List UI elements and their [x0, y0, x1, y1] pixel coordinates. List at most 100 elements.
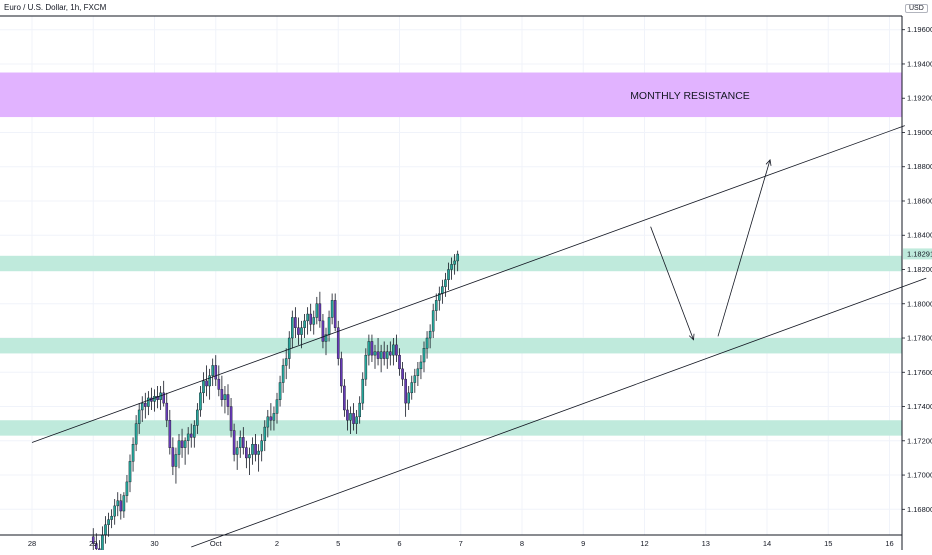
candle-body — [174, 454, 178, 467]
y-tick-label: 1.19400 — [907, 59, 932, 68]
candle-body — [248, 454, 251, 459]
candle-body — [401, 368, 404, 380]
candle-body — [235, 447, 239, 455]
candle-body — [116, 500, 120, 507]
x-tick-label: 14 — [763, 539, 771, 548]
x-tick-label: Oct — [210, 539, 223, 548]
x-tick-label: 12 — [640, 539, 648, 548]
candle-body — [254, 444, 257, 455]
candle-body — [189, 433, 193, 438]
candle-body — [450, 264, 453, 270]
candle-body — [382, 351, 386, 359]
candle-body — [297, 327, 300, 335]
candle-body — [431, 310, 435, 332]
candle-body — [137, 409, 141, 424]
candle-body — [392, 344, 395, 356]
candle-body — [361, 378, 365, 404]
candle-body — [202, 380, 205, 394]
candle-body — [438, 293, 441, 301]
candle-body — [162, 392, 165, 404]
candle-body — [291, 317, 294, 339]
chart-title: Euro / U.S. Dollar, 1h, FXCM — [4, 3, 107, 12]
arrow-line-1 — [717, 159, 771, 337]
zones: MONTHLY RESISTANCE — [0, 72, 902, 436]
candle-body — [385, 351, 389, 359]
currency-badge[interactable]: USD — [905, 4, 928, 13]
x-tick-label: 28 — [28, 539, 36, 548]
candle-body — [238, 437, 242, 448]
candle-body — [434, 300, 438, 311]
candle-body — [101, 534, 104, 555]
axes: 1.19600 1.19400 1.19200 1.19000 1.18800 1.186… — [0, 15, 932, 550]
y-tick-label: 1.17800 — [907, 334, 932, 343]
candle-body — [232, 430, 236, 455]
y-tick-label: 1.17600 — [907, 368, 932, 377]
candle-body — [144, 402, 147, 407]
candle-body — [186, 433, 190, 441]
candle-body — [318, 303, 322, 322]
x-tick-label: 9 — [581, 539, 585, 548]
candle-body — [312, 317, 316, 325]
candle-body — [245, 447, 248, 459]
candle-body — [208, 375, 211, 387]
candle-body — [168, 420, 172, 448]
candle-body — [407, 392, 410, 404]
candles — [91, 250, 459, 555]
candle-body — [364, 354, 368, 380]
zone-rect-3 — [0, 420, 902, 436]
candle-body — [284, 358, 288, 366]
x-tick-label: 6 — [397, 539, 401, 548]
channel-line-lower — [191, 277, 927, 548]
candle-body — [358, 402, 361, 418]
candle-body — [315, 303, 319, 318]
candle-body — [242, 437, 245, 448]
candle-body — [125, 481, 129, 496]
zone-rect-0 — [0, 72, 902, 118]
zone-label-0: MONTHLY RESISTANCE — [630, 90, 750, 102]
candle-body — [340, 358, 343, 387]
candle-body — [343, 385, 346, 411]
candle-body — [444, 279, 447, 287]
drawings — [31, 125, 927, 548]
y-tick-label: 1.18200 — [907, 265, 932, 274]
candle-body — [398, 354, 401, 370]
candle-body — [153, 396, 156, 402]
last-price-label: 1.18291 — [907, 249, 932, 258]
candle-body — [171, 447, 175, 467]
y-tick-label: 1.19600 — [907, 25, 932, 34]
candle-body — [260, 440, 263, 452]
candle-body — [229, 406, 233, 431]
y-tick-label: 1.16800 — [907, 505, 932, 514]
candle-body — [456, 253, 459, 262]
channel-line-upper — [31, 125, 905, 443]
candle-body — [110, 515, 113, 520]
y-tick-label: 1.18800 — [907, 162, 932, 171]
candle-body — [422, 348, 426, 363]
candle-body — [373, 351, 377, 356]
candle-body — [370, 341, 374, 356]
candle-body — [199, 392, 202, 411]
candle-body — [336, 327, 340, 359]
candle-body — [217, 378, 221, 390]
candle-body — [395, 344, 398, 356]
y-tick-label: 1.18000 — [907, 299, 932, 308]
candle-body — [410, 382, 414, 394]
candle-body — [419, 361, 423, 370]
candle-body — [211, 365, 214, 376]
candle-body — [257, 450, 260, 455]
candle-body — [165, 402, 169, 421]
candle-body — [413, 375, 417, 383]
candle-body — [275, 399, 279, 414]
candle-body — [321, 320, 325, 342]
x-tick-label: 8 — [520, 539, 524, 548]
x-tick-label: 30 — [150, 539, 158, 548]
zone-rect-1 — [0, 255, 902, 272]
candle-body — [266, 416, 270, 428]
candle-body — [303, 320, 306, 328]
x-tick-label: 5 — [336, 539, 340, 548]
x-tick-label: 29 — [89, 539, 97, 548]
candle-body — [131, 444, 135, 462]
candle-body — [416, 368, 420, 376]
